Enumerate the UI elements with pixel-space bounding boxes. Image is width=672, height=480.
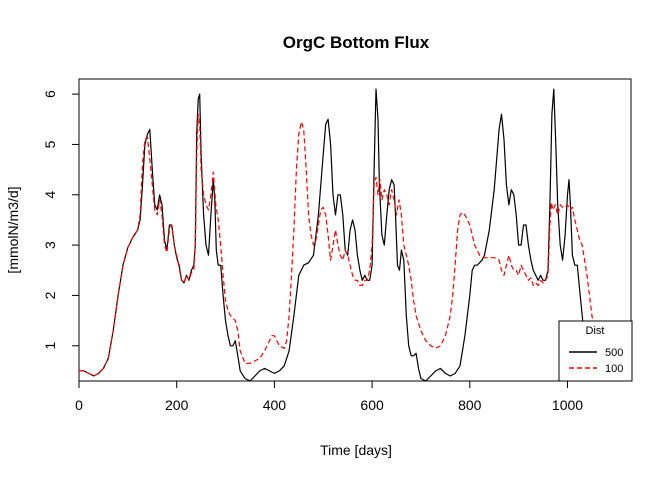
chart-title: OrgC Bottom Flux xyxy=(283,33,430,52)
y-tick-label: 1 xyxy=(42,342,58,350)
x-tick-label: 1000 xyxy=(552,397,583,413)
y-tick-label: 3 xyxy=(42,241,58,249)
x-axis-label: Time [days] xyxy=(320,442,392,458)
x-axis: 0 200 400 600 800 1000 xyxy=(75,380,583,413)
series-line-500 xyxy=(79,88,588,382)
legend-title: Dist xyxy=(586,325,605,337)
x-tick-label: 400 xyxy=(263,397,287,413)
x-tick-label: 800 xyxy=(458,397,482,413)
y-tick-label: 2 xyxy=(42,291,58,299)
x-tick-label: 0 xyxy=(75,397,83,413)
x-tick-label: 200 xyxy=(165,397,189,413)
y-tick-label: 6 xyxy=(42,90,58,98)
y-tick-label: 4 xyxy=(42,191,58,199)
series-layer xyxy=(79,88,608,382)
y-tick-label: 5 xyxy=(42,140,58,148)
legend-label-500: 500 xyxy=(605,347,623,359)
series-line-100 xyxy=(79,113,608,377)
x-tick-label: 600 xyxy=(360,397,384,413)
y-axis-label: [mmolN/m3/d] xyxy=(5,186,21,273)
y-axis: 1 2 3 4 5 6 xyxy=(42,90,80,350)
legend: Dist 500 100 xyxy=(558,320,633,382)
legend-label-100: 100 xyxy=(605,363,623,375)
legend-box xyxy=(558,320,633,382)
